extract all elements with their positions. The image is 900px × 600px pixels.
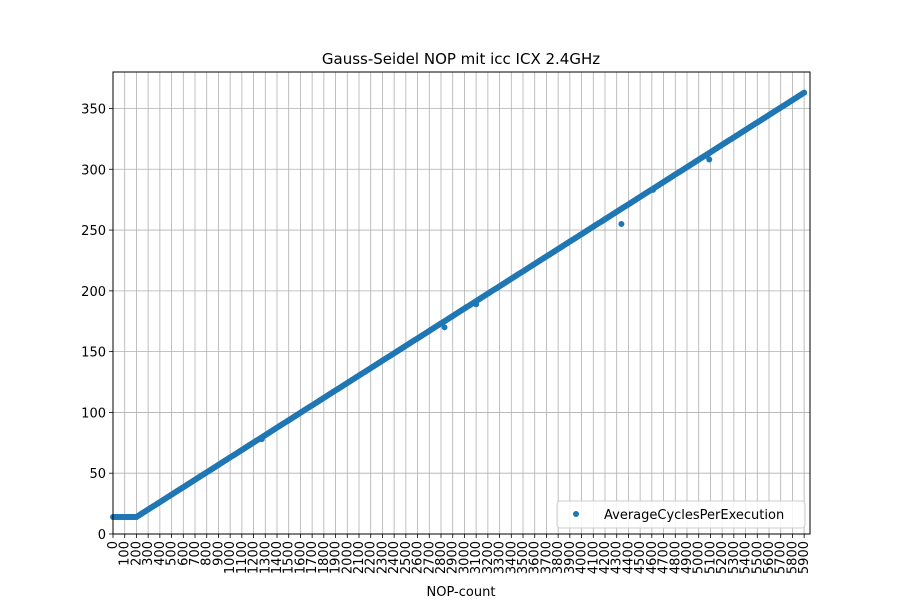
x-tick-label: 4700 (657, 541, 672, 574)
chart-title: Gauss-Seidel NOP mit icc ICX 2.4GHz (322, 50, 600, 68)
legend-marker (573, 511, 579, 517)
x-tick-label: 3000 (457, 541, 472, 574)
legend: AverageCyclesPerExecution (556, 500, 806, 529)
x-tick-label: 2200 (364, 541, 379, 574)
x-tick-label: 3800 (551, 541, 566, 574)
x-tick-label: 2300 (375, 541, 390, 574)
x-tick-label: 5000 (692, 541, 707, 574)
x-tick-label: 2100 (352, 541, 367, 574)
x-tick-label: 1100 (235, 541, 250, 574)
plot-frame (112, 71, 811, 535)
x-tick-label: 700 (188, 541, 203, 566)
x-tick-label: 4000 (575, 541, 590, 574)
y-tick-label: 200 (81, 285, 106, 300)
x-tick-label: 0 (106, 541, 121, 549)
y-tick-label: 100 (81, 406, 106, 421)
x-tick-label: 3700 (539, 541, 554, 574)
x-tick-label: 1700 (305, 541, 320, 574)
x-tick-label: 1200 (247, 541, 262, 574)
y-tick-label: 300 (81, 163, 106, 178)
x-axis-label: NOP-count (427, 585, 496, 600)
x-tick-label: 3600 (528, 541, 543, 574)
y-tick-label: 0 (98, 528, 106, 543)
y-tick-label: 50 (89, 467, 106, 482)
x-tick-label: 3900 (563, 541, 578, 574)
x-tick-label: 4800 (668, 541, 683, 574)
x-tick-label: 3400 (504, 541, 519, 574)
outlier-point (602, 216, 608, 223)
x-tick-label: 300 (141, 541, 156, 566)
x-tick-label: 4500 (633, 541, 648, 574)
series-points (110, 89, 808, 520)
x-tick-label: 2700 (422, 541, 437, 574)
x-tick-label: 5700 (774, 541, 789, 574)
x-tick-label: 900 (211, 541, 226, 566)
x-tick-label: 3300 (493, 541, 508, 574)
x-tick-label: 2900 (446, 541, 461, 574)
x-tick-label: 1500 (282, 541, 297, 574)
x-tick-label: 2500 (399, 541, 414, 574)
x-tick-label: 2600 (411, 541, 426, 574)
y-tick-label: 150 (81, 346, 106, 361)
x-tick-label: 1400 (270, 541, 285, 574)
x-tick-label: 500 (165, 541, 180, 566)
x-tick-label: 1800 (317, 541, 332, 574)
x-tick-label: 1300 (258, 541, 273, 574)
x-tick-label: 3200 (481, 541, 496, 574)
outlier-point (473, 301, 480, 308)
y-tick-label: 250 (81, 224, 106, 239)
x-tick-label: 100 (118, 541, 133, 566)
data-point (801, 89, 808, 96)
x-tick-label: 5400 (739, 541, 754, 574)
x-tick-label: 5900 (797, 541, 812, 574)
x-tick-label: 1900 (329, 541, 344, 574)
x-tick-label: 2400 (387, 541, 402, 574)
legend-box (556, 500, 806, 529)
x-tick-label: 5500 (750, 541, 765, 574)
x-tick-label: 1600 (293, 541, 308, 574)
x-tick-label: 800 (200, 541, 215, 566)
x-axis-ticks: 0100200300400500600700800900100011001200… (106, 534, 812, 574)
y-tick-label: 350 (81, 102, 106, 117)
outlier-point (441, 324, 448, 331)
x-tick-label: 3500 (516, 541, 531, 574)
outlier-point (706, 156, 713, 163)
x-tick-label: 5800 (785, 541, 800, 574)
x-tick-label: 4900 (680, 541, 695, 574)
x-tick-label: 4300 (610, 541, 625, 574)
x-tick-label: 5300 (727, 541, 742, 574)
legend-label: AverageCyclesPerExecution (604, 508, 784, 523)
x-tick-label: 400 (153, 541, 168, 566)
x-tick-label: 4200 (598, 541, 613, 574)
x-tick-label: 4100 (586, 541, 601, 574)
x-tick-label: 5100 (703, 541, 718, 574)
x-tick-label: 2000 (340, 541, 355, 574)
y-axis-ticks: 0 50 100 150 200 250 300 350 (81, 102, 113, 543)
x-tick-label: 4400 (621, 541, 636, 574)
x-tick-label: 4600 (645, 541, 660, 574)
x-tick-label: 200 (129, 541, 144, 566)
outlier-point (618, 220, 625, 227)
x-tick-label: 2800 (434, 541, 449, 574)
outlier-point (650, 186, 657, 193)
x-tick-label: 3100 (469, 541, 484, 574)
x-tick-label: 5200 (715, 541, 730, 574)
x-tick-label: 1000 (223, 541, 238, 574)
outlier-point (258, 436, 265, 443)
x-tick-label: 5600 (762, 541, 777, 574)
x-tick-label: 600 (176, 541, 191, 566)
